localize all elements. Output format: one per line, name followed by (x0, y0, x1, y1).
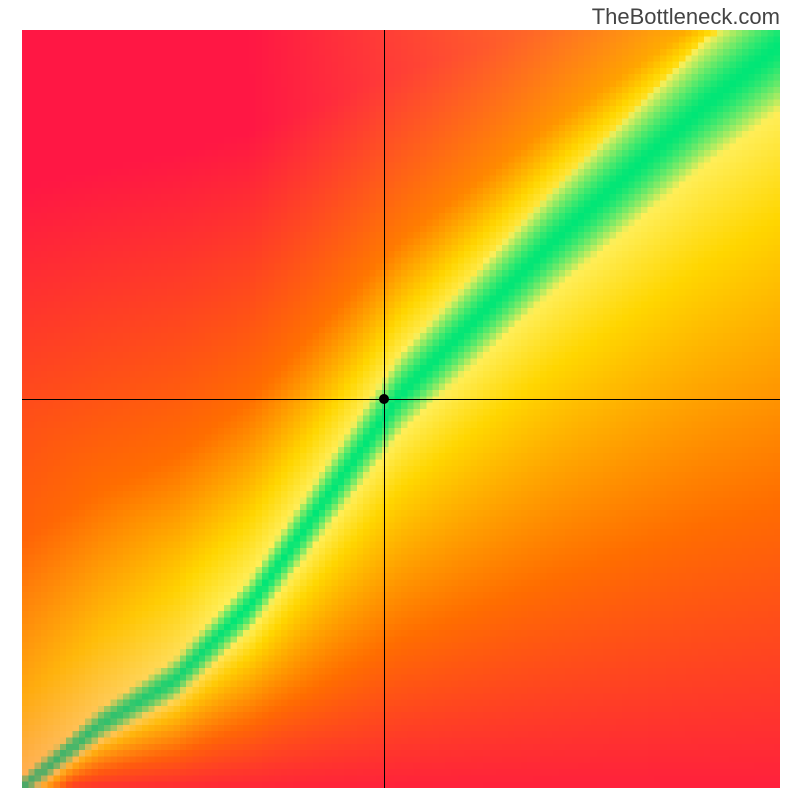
selection-marker (379, 394, 389, 404)
crosshair-horizontal (22, 399, 780, 400)
bottleneck-heatmap (22, 30, 780, 788)
crosshair-vertical (384, 30, 385, 788)
watermark-text: TheBottleneck.com (592, 4, 780, 30)
chart-container: { "type": "heatmap", "dimensions": { "wi… (0, 0, 800, 800)
